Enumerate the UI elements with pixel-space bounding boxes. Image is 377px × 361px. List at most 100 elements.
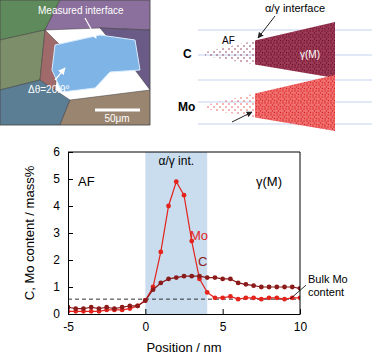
data-point	[274, 285, 279, 290]
data-point	[282, 297, 287, 302]
tick-label: 5	[220, 320, 227, 334]
reference-label-line: content	[308, 286, 344, 298]
data-point	[174, 179, 179, 184]
data-point	[205, 275, 210, 280]
data-point	[228, 294, 233, 299]
tick-label: 10	[294, 320, 308, 334]
data-point	[243, 295, 248, 300]
micrograph: Measured interface Δθ=20.9° 50μm	[0, 0, 150, 125]
data-point	[182, 274, 187, 279]
panel-label: C	[183, 47, 192, 61]
tick-mark	[68, 314, 73, 315]
tick-mark	[68, 233, 73, 234]
tick-label: 0	[142, 320, 149, 334]
tick: 0	[53, 307, 73, 321]
data-point	[166, 277, 171, 282]
data-point	[89, 305, 94, 310]
data-point	[158, 250, 163, 255]
micrograph-label: Measured interface	[38, 5, 124, 16]
tick-mark	[68, 287, 73, 288]
pointer-arrow	[55, 68, 65, 80]
figure: Measured interface Δθ=20.9° 50μm α/γ interf…	[0, 0, 377, 361]
micrograph-frame	[0, 0, 150, 125]
reference-label-line: Bulk Mo	[308, 273, 348, 285]
atom-map-title: α/γ interface	[265, 2, 325, 14]
y-axis: 0 1 2 3 4 5 6	[53, 145, 73, 321]
data-point	[151, 287, 156, 292]
plot-frame	[68, 152, 300, 314]
x-axis-title: Position / nm	[146, 340, 221, 355]
data-point	[104, 305, 109, 310]
data-point	[236, 281, 241, 286]
data-point	[259, 285, 264, 290]
data-point	[120, 305, 125, 310]
tick-mark	[145, 309, 146, 314]
tick-mark	[223, 309, 224, 314]
data-point	[143, 298, 148, 303]
series-line	[68, 182, 300, 312]
data-point	[213, 275, 218, 280]
region-label: AF	[222, 35, 235, 46]
data-point	[143, 298, 148, 303]
data-point	[228, 277, 233, 282]
tick-label: 0	[53, 307, 60, 321]
tick: 2	[53, 253, 73, 267]
map-guide-line	[198, 124, 372, 125]
data-point	[112, 306, 117, 311]
data-point	[282, 285, 287, 290]
scale-bar-label: 50μm	[104, 113, 129, 124]
tick-label: 6	[53, 145, 60, 159]
data-point	[243, 282, 248, 287]
data-point	[73, 306, 78, 311]
data-point	[81, 306, 86, 311]
tick: 5	[220, 309, 227, 334]
map-guide-line	[198, 30, 372, 31]
series-label: Mo	[190, 228, 208, 243]
data-point	[220, 295, 225, 300]
plot-area	[68, 152, 300, 314]
data-point	[135, 304, 140, 309]
region-label: γ(M)	[256, 174, 282, 189]
misorientation-label: Δθ=20.9°	[28, 84, 70, 95]
data-point	[251, 283, 256, 288]
tick-mark	[68, 152, 73, 153]
interface-region	[145, 152, 207, 314]
data-point	[220, 277, 225, 282]
data-point	[189, 274, 194, 279]
region-label: γ(M)	[300, 49, 320, 60]
pointer-arrow	[232, 112, 252, 122]
tick: 3	[53, 226, 73, 240]
x-axis: -5 0 5 10	[63, 309, 307, 334]
data-point	[236, 297, 241, 302]
figure-svg: Measured interface Δθ=20.9° 50μm α/γ interf…	[0, 0, 377, 361]
tick-label: 4	[53, 199, 60, 213]
pointer-arrow	[258, 16, 275, 38]
data-point	[127, 304, 132, 309]
tick: 4	[53, 199, 73, 213]
data-point	[197, 274, 202, 279]
panel-label: Mo	[178, 100, 195, 114]
data-point	[251, 295, 256, 300]
label-pointer	[290, 285, 306, 299]
data-point	[135, 304, 140, 309]
tick: 1	[53, 280, 73, 294]
data-point	[259, 297, 264, 302]
atom-map: α/γ interface C Mo AF γ(M)	[178, 2, 372, 131]
data-point	[174, 275, 179, 280]
data-point	[213, 295, 218, 300]
series-line	[68, 276, 300, 308]
scale-bar	[95, 109, 140, 112]
tick-label: 3	[53, 226, 60, 240]
grain	[0, 80, 70, 125]
tick: 0	[142, 309, 149, 334]
data-point	[205, 290, 210, 295]
atom-cloud	[255, 75, 335, 131]
reference-label: Bulk Mocontent	[308, 273, 348, 298]
tick-label: -5	[63, 320, 74, 334]
pointer-arrow	[85, 18, 96, 38]
tick-mark	[300, 309, 301, 314]
tick-label: 5	[53, 172, 60, 186]
map-guide-line	[198, 80, 372, 81]
tick-label: 1	[53, 280, 60, 294]
grain	[60, 90, 150, 125]
